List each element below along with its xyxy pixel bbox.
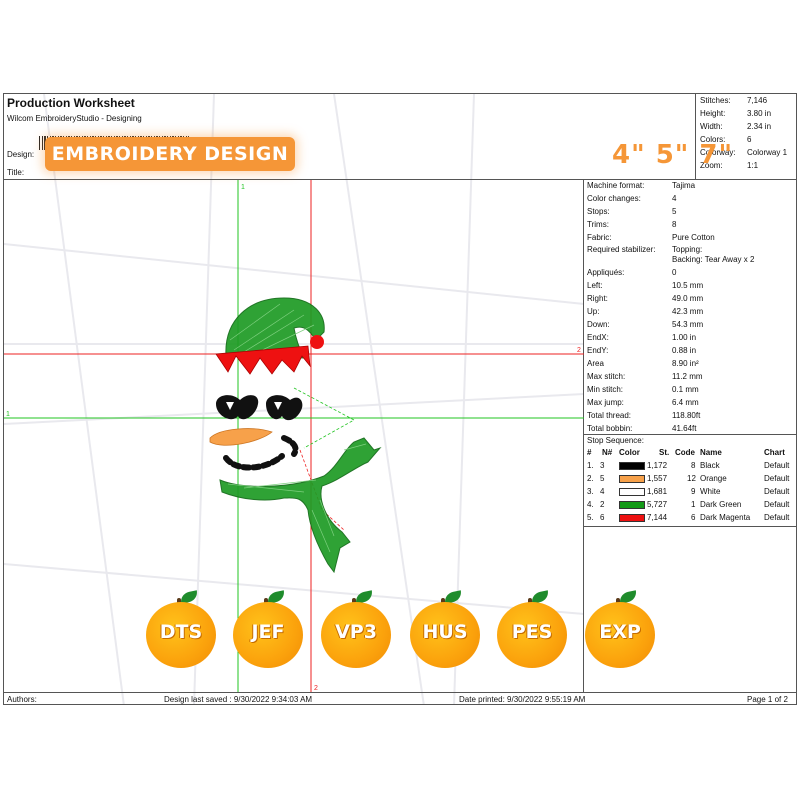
footer-authors: Authors: <box>7 695 37 704</box>
color-swatch <box>619 462 645 470</box>
info-row: Max jump: 6.4 mm <box>587 398 699 407</box>
stat-row: Height: 3.80 in <box>700 109 772 118</box>
footer-page: Page 1 of 2 <box>747 695 788 704</box>
orange-icon <box>233 602 303 668</box>
format-badge-vp3: VP3 <box>321 590 393 668</box>
jump-stitch-red <box>299 449 345 531</box>
stop-row: 1. 3 1,172 8 Black Default <box>587 461 790 470</box>
stop-row: 3. 4 1,681 9 White Default <box>587 487 790 496</box>
hat-pattern-lines <box>229 303 315 355</box>
format-label: JEF <box>251 621 285 643</box>
guide-label-v1: 1 <box>241 184 245 191</box>
color-swatch <box>619 475 645 483</box>
orange-icon <box>497 602 567 668</box>
stat-row: Zoom: 1:1 <box>700 161 759 170</box>
info-row: Down: 54.3 mm <box>587 320 704 329</box>
stop-sequence-header: # N# Color St. Code Name Chart <box>587 448 785 457</box>
info-row: Total thread: 118.80ft <box>587 411 701 420</box>
info-row: Color changes: 4 <box>587 194 677 203</box>
guide-label-h2: 2 <box>577 347 581 354</box>
format-label: HUS <box>422 621 468 643</box>
info-row: Right: 49.0 mm <box>587 294 704 303</box>
stop-row: 2. 5 1,557 12 Orange Default <box>587 474 790 483</box>
format-label: EXP <box>599 621 641 643</box>
info-row: Required stabilizer: Topping: <box>587 245 703 254</box>
scarf-stitch-lines <box>227 443 367 553</box>
info-row: Min stitch: 0.1 mm <box>587 385 699 394</box>
format-badge-jef: JEF <box>233 590 305 668</box>
stat-row: Width: 2.34 in <box>700 122 772 131</box>
carrot-nose <box>209 428 273 446</box>
stat-row: Colors: 6 <box>700 135 752 144</box>
format-badge-pes: PES <box>497 590 569 668</box>
info-row: EndX: 1.00 in <box>587 333 697 342</box>
info-row: Left: 10.5 mm <box>587 281 704 290</box>
app-subtitle: Wilcom EmbroideryStudio - Designing <box>7 114 142 123</box>
info-row: Trims: 8 <box>587 220 677 229</box>
guide-label-h1: 1 <box>6 411 10 418</box>
snowman-elf-design: 1 2 1 2 <box>4 180 584 692</box>
color-swatch <box>619 514 645 522</box>
stop-sequence-bottom-divider <box>584 526 796 527</box>
info-row: Up: 42.3 mm <box>587 307 704 316</box>
footer-last-saved: Design last saved : 9/30/2022 9:34:03 AM <box>164 695 313 704</box>
orange-icon <box>146 602 216 668</box>
worksheet-footer: Authors: Design last saved : 9/30/2022 9… <box>4 692 796 706</box>
footer-date-printed: Date printed: 9/30/2022 9:55:19 AM <box>459 695 586 704</box>
stat-row: Colorway: Colorway 1 <box>700 148 788 157</box>
info-row: Stops: 5 <box>587 207 677 216</box>
format-label: VP3 <box>335 621 377 643</box>
color-swatch <box>619 488 645 496</box>
stop-sequence-title: Stop Sequence: <box>587 436 644 445</box>
design-stats: Stitches: 7,146 Height: 3.80 in Width: 2.34… <box>696 94 796 180</box>
scarf <box>219 437 382 574</box>
format-badge-dts: DTS <box>146 590 218 668</box>
orange-icon <box>585 602 655 668</box>
stop-row: 4. 2 5,727 1 Dark Green Default <box>587 500 790 509</box>
design-canvas: 1 2 1 2 <box>4 180 584 692</box>
title-label: Title: <box>7 168 25 177</box>
worksheet-title: Production Worksheet <box>7 96 135 110</box>
info-row: Fabric: Pure Cotton <box>587 233 715 242</box>
format-label: DTS <box>159 621 203 643</box>
elf-hat <box>225 297 325 359</box>
format-badge-exp: EXP <box>585 590 657 668</box>
stop-sequence-divider <box>584 434 796 435</box>
info-row: Total bobbin: 41.64ft <box>587 424 697 433</box>
sunglass-heart-shine <box>226 402 282 410</box>
hoop-sizes: 4" 5" 7" <box>612 140 734 170</box>
info-row: Machine format: Tajima <box>587 181 696 190</box>
info-row: EndY: 0.88 in <box>587 346 697 355</box>
hat-pompom <box>310 335 324 349</box>
stat-row: Stitches: 7,146 <box>700 96 768 105</box>
format-badge-hus: HUS <box>410 590 482 668</box>
info-row: Appliqués: 0 <box>587 268 677 277</box>
info-row: Area 8.90 in² <box>587 359 699 368</box>
guide-label-v2: 2 <box>314 685 318 692</box>
production-worksheet: Production Worksheet Wilcom EmbroiderySt… <box>3 93 797 705</box>
coal-smile <box>223 435 299 471</box>
design-label: Design: <box>7 150 35 159</box>
sunglasses <box>216 395 303 421</box>
stop-row: 5. 6 7,144 6 Dark Magenta Default <box>587 513 790 522</box>
format-label: PES <box>511 621 553 643</box>
hat-brim <box>215 345 311 375</box>
color-swatch <box>619 501 645 509</box>
info-row: Max stitch: 11.2 mm <box>587 372 703 381</box>
embroidery-design-badge: EMBROIDERY DESIGN <box>45 137 295 171</box>
orange-icon <box>410 602 480 668</box>
jump-stitch-green <box>293 387 355 449</box>
orange-icon <box>321 602 391 668</box>
